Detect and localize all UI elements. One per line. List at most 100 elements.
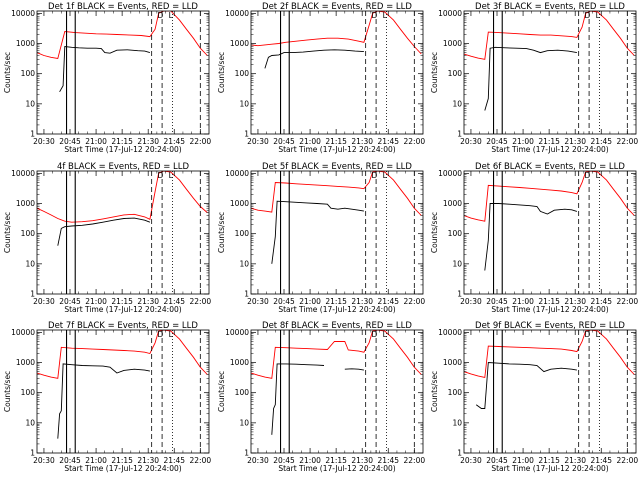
panel-data <box>37 171 208 246</box>
x-tick-label: 20:30 <box>247 456 269 465</box>
x-tick-label: 20:45 <box>59 137 81 146</box>
marker-label: L <box>169 11 174 20</box>
y-tick-label: 1000 <box>230 199 249 208</box>
marker-label: D <box>371 11 377 20</box>
y-tick-label: 1000 <box>16 199 35 208</box>
y-tick-label: 1000 <box>443 39 462 48</box>
lld-series-line <box>37 11 208 60</box>
y-tick-label: 1 <box>30 290 35 299</box>
panel-title: 4f BLACK = Events, RED = LLD <box>57 162 190 172</box>
x-axis-label: Start Time (17-Jul-12 20:24:00) <box>64 145 181 154</box>
panel-data <box>464 11 635 111</box>
marker-label: L <box>596 11 601 20</box>
y-tick-label: 100 <box>448 229 463 238</box>
y-tick-label: 10000 <box>11 169 35 178</box>
events-series-line <box>59 45 151 93</box>
y-tick-label: 10 <box>452 99 462 108</box>
y-tick-label: 1 <box>244 290 249 299</box>
y-tick-label: 100 <box>235 388 250 397</box>
y-tick-label: 100 <box>235 229 250 238</box>
x-tick-label: 21:00 <box>512 456 534 465</box>
events-series-line <box>271 363 364 435</box>
y-tick-label: 1 <box>457 130 462 139</box>
y-tick-label: 1000 <box>230 39 249 48</box>
y-tick-label: 1000 <box>443 199 462 208</box>
x-tick-label: 20:30 <box>460 137 482 146</box>
events-series-line <box>271 200 364 264</box>
x-axis-label: Start Time (17-Jul-12 20:24:00) <box>491 145 608 154</box>
panel-title: Det 9f BLACK = Events, RED = LLD <box>475 321 625 331</box>
x-tick-label: 21:00 <box>85 297 107 306</box>
marker-label: L <box>383 330 388 339</box>
x-axis-label: Start Time (17-Jul-12 20:24:00) <box>278 305 395 314</box>
plot-frame <box>36 329 210 454</box>
x-axis-label: Start Time (17-Jul-12 20:24:00) <box>64 305 181 314</box>
x-tick-label: 21:45 <box>377 137 399 146</box>
x-tick-label: 21:30 <box>351 137 373 146</box>
y-tick-label: 1 <box>244 449 249 458</box>
panel-title: Det 3f BLACK = Events, RED = LLD <box>475 2 625 12</box>
x-tick-label: 20:45 <box>273 137 295 146</box>
panel-data <box>37 330 208 439</box>
events-series-line <box>57 217 151 246</box>
y-tick-label: 10000 <box>438 169 462 178</box>
y-tick-label: 10 <box>239 99 249 108</box>
marker-label: L <box>383 171 388 180</box>
x-tick-label: 21:30 <box>351 297 373 306</box>
x-tick-label: 21:45 <box>163 456 185 465</box>
marker-label: D <box>584 330 590 339</box>
x-tick-label: 21:15 <box>538 137 560 146</box>
x-tick-label: 21:00 <box>299 456 321 465</box>
x-tick-label: 21:45 <box>590 137 612 146</box>
y-tick-label: 1000 <box>443 358 462 367</box>
x-tick-label: 20:45 <box>59 456 81 465</box>
x-tick-label: 21:30 <box>137 137 159 146</box>
events-series-line <box>264 49 364 69</box>
marker-label: L <box>596 171 601 180</box>
y-tick-label: 100 <box>21 229 36 238</box>
plot-frame <box>250 10 424 135</box>
marker-label: D <box>584 171 590 180</box>
panel-data <box>251 11 422 69</box>
x-tick-label: 21:00 <box>299 137 321 146</box>
y-tick-label: 100 <box>448 69 463 78</box>
marker-label: L <box>596 330 601 339</box>
panel-data <box>464 171 635 271</box>
x-axis-label: Start Time (17-Jul-12 20:24:00) <box>491 464 608 473</box>
lld-series-line <box>464 330 635 379</box>
plot-frame <box>463 170 637 295</box>
y-tick-label: 10 <box>25 99 35 108</box>
y-tick-label: 1 <box>244 130 249 139</box>
panel-title: Det 1f BLACK = Events, RED = LLD <box>48 2 198 12</box>
plot-frame <box>250 170 424 295</box>
lld-series-line <box>37 171 208 223</box>
x-tick-label: 21:15 <box>111 297 133 306</box>
y-tick-label: 1 <box>457 290 462 299</box>
x-tick-label: 22:00 <box>617 456 639 465</box>
y-tick-label: 1000 <box>16 358 35 367</box>
y-axis-label: Counts/sec <box>430 371 439 412</box>
y-tick-label: 100 <box>235 69 250 78</box>
lld-series-line <box>251 11 422 55</box>
y-tick-label: 10 <box>452 259 462 268</box>
x-tick-label: 21:45 <box>377 297 399 306</box>
x-tick-label: 21:45 <box>163 137 185 146</box>
marker-label: D <box>371 171 377 180</box>
x-tick-label: 21:45 <box>377 456 399 465</box>
y-axis-label: Counts/sec <box>217 371 226 412</box>
x-axis-label: Start Time (17-Jul-12 20:24:00) <box>278 145 395 154</box>
events-series-line <box>484 203 578 271</box>
x-tick-label: 21:45 <box>590 297 612 306</box>
events-series-line <box>484 46 577 111</box>
x-tick-label: 21:15 <box>325 456 347 465</box>
y-tick-label: 1000 <box>230 358 249 367</box>
x-tick-label: 20:30 <box>33 137 55 146</box>
x-tick-label: 20:45 <box>273 456 295 465</box>
x-tick-label: 20:45 <box>273 297 295 306</box>
x-tick-label: 21:15 <box>538 456 560 465</box>
y-tick-label: 1 <box>30 130 35 139</box>
